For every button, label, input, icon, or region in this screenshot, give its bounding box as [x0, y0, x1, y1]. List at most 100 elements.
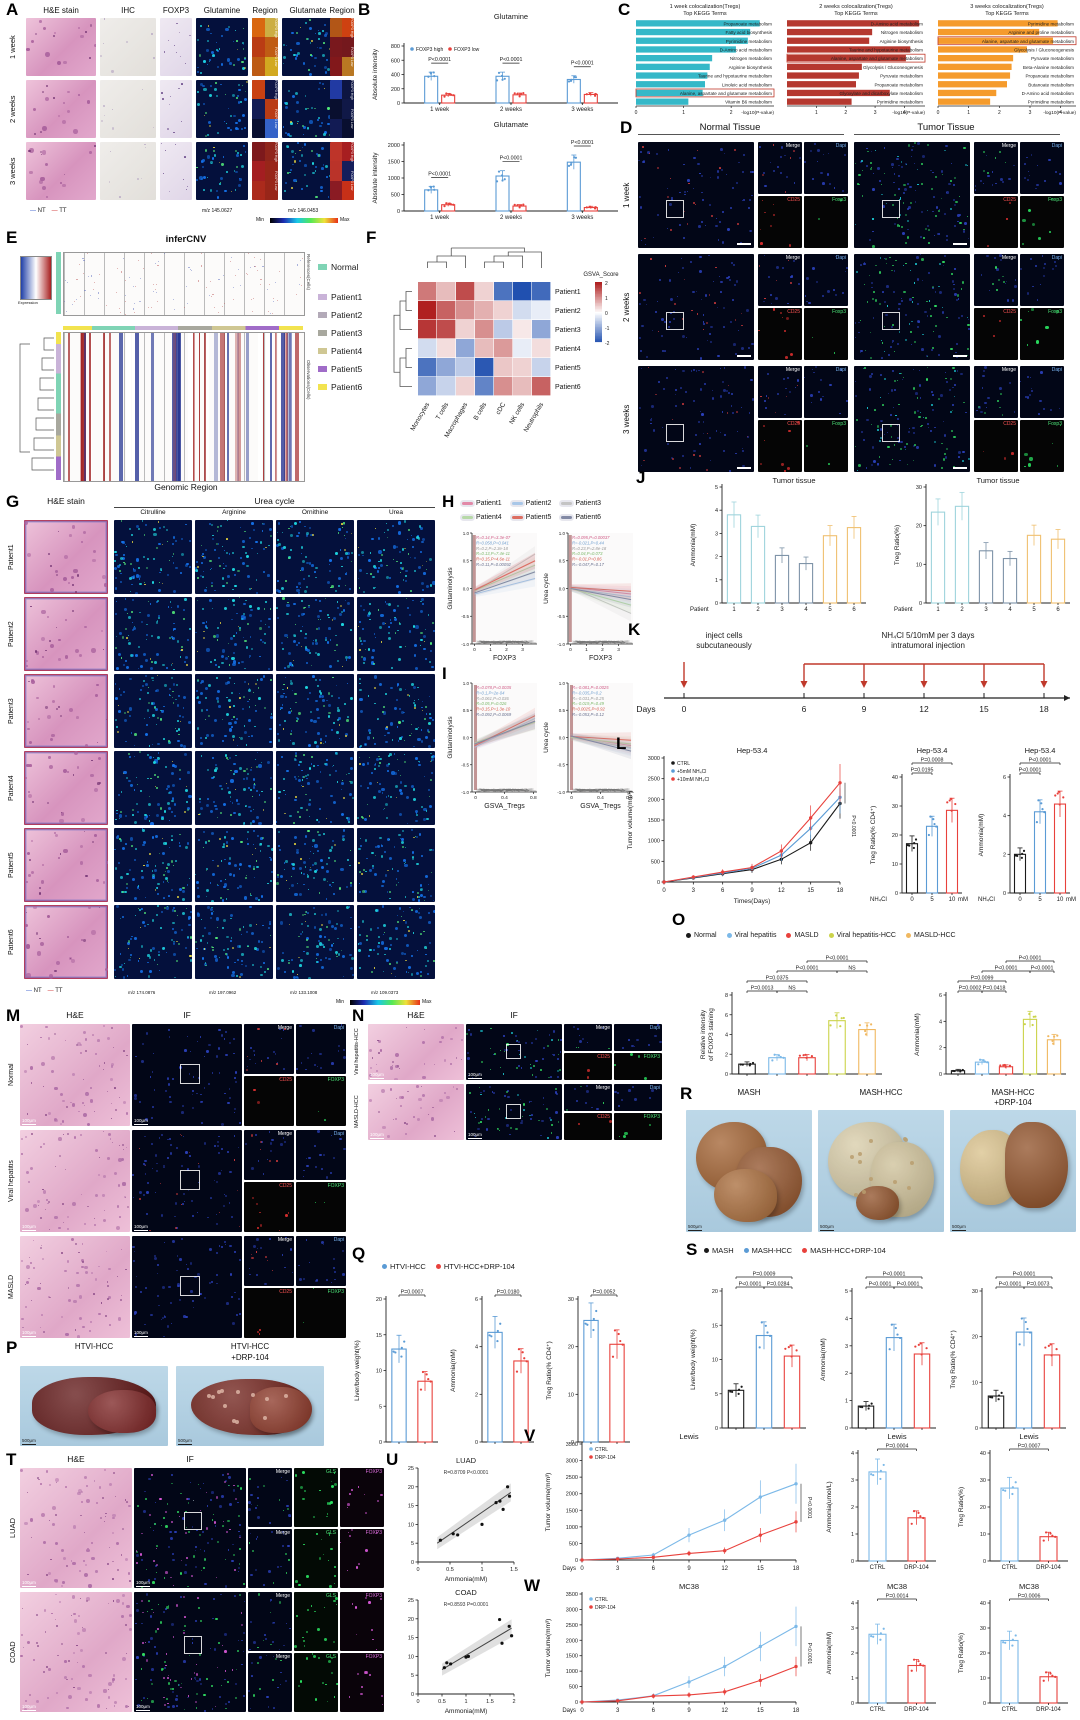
svg-text:Patient3: Patient3: [555, 327, 581, 334]
legend-swatch: [318, 384, 327, 390]
svg-text:D-Amino acid metabolism: D-Amino acid metabolism: [720, 47, 773, 52]
tile-label: FOXP3: [365, 1593, 382, 1599]
svg-text:2 weeks colocalization(Tregs): 2 weeks colocalization(Tregs): [819, 4, 893, 10]
tile-label: Merge: [785, 367, 800, 373]
svg-text:15: 15: [979, 704, 989, 714]
svg-text:Treg Ratio(% CD4⁺): Treg Ratio(% CD4⁺): [870, 806, 877, 864]
svg-text:CTRL: CTRL: [1002, 1707, 1018, 1713]
legend-item: Patient4: [462, 514, 502, 521]
svg-text:Hep-53.4: Hep-53.4: [1025, 746, 1056, 755]
chart-lewis-ammonia: Lewis Ammonia(umol/L) 0 1 2 3 4 CTRL DRP-104 P=0.…: [824, 1430, 944, 1574]
scale-bar-label: 100μm: [370, 1132, 384, 1139]
legend-label: MASLD-HCC: [913, 932, 956, 939]
svg-text:25: 25: [408, 1466, 414, 1472]
region-label: FOXP3 High: [350, 18, 354, 39]
svg-text:10: 10: [949, 897, 956, 903]
tile-label: CD25: [787, 421, 800, 427]
svg-text:2: 2: [505, 647, 508, 653]
row-label: Viral hepatitis-HCC: [354, 1028, 360, 1076]
panel-f: F Patient1 Patient2 Patient3 Patient4 Patien…: [366, 228, 630, 492]
svg-text:1: 1: [715, 578, 718, 584]
row-label: Patient6: [8, 929, 15, 955]
foxm-tile: FOXP3: [340, 1468, 384, 1527]
msi-tile: [195, 828, 273, 902]
legend-item: MASH: [704, 1246, 734, 1255]
legend-swatch: [435, 1264, 441, 1269]
svg-text:Tumor volume(mm³): Tumor volume(mm³): [545, 1473, 552, 1532]
grn-tile: FOXP3: [614, 1053, 662, 1080]
svg-text:12: 12: [778, 888, 785, 894]
chart-htvi-treg: Treg Ratio(% CD4⁺) 0 10 20 30 P=0.0052: [544, 1284, 638, 1450]
panel-t: T H&E IF LUAD 100μm 100μm Merge GLS FOXP3 Merge G…: [6, 1450, 384, 1716]
chart-mc38-ammonia: MC38 Ammonia(mM) 0 1 2 3 4 CTRL DRP-104 P=0.0014: [824, 1580, 944, 1716]
svg-text:1000: 1000: [566, 1525, 578, 1531]
svg-text:Glutaminolysis: Glutaminolysis: [447, 716, 454, 759]
svg-text:15: 15: [807, 888, 814, 894]
grn0-tile: Foxp3: [804, 420, 848, 472]
nt-tt-legend: — NT — TT: [30, 208, 67, 214]
panel-a: A H&E stain IHC FOXP3 Glutamine Region Glutam…: [6, 0, 358, 226]
svg-text:5: 5: [411, 1673, 414, 1679]
panel-s: S Liver/body weight(%) 0 5 10 15 20 P=0.0009 P<…: [686, 1240, 1080, 1438]
chart-lewis-volume: Lewis Tumor volume(mm³) 0 500 1000 1500 2000 25…: [542, 1430, 812, 1574]
svg-text:4: 4: [851, 1601, 854, 1607]
tile-label: Merge: [785, 143, 800, 149]
he-tile: [24, 520, 108, 594]
chart-hep534-ammonia: Hep-53.4 Ammonia(mM) 0 2 4 6 0 5 10 NH₄Cl mM P<0.00…: [976, 744, 1078, 906]
svg-text:1500: 1500: [388, 160, 400, 166]
svg-text:P=0.0180: P=0.0180: [497, 1290, 520, 1296]
svg-text:P<0.0001: P<0.0001: [850, 815, 856, 837]
svg-text:Arginine biosynthesis: Arginine biosynthesis: [729, 65, 773, 70]
legend-swatch: [318, 330, 327, 336]
svg-text:20: 20: [916, 524, 922, 530]
svg-text:GSVA_Score: GSVA_Score: [583, 272, 619, 278]
scale-bar: [953, 467, 967, 469]
msi-tile: [195, 674, 273, 748]
svg-text:0.5: 0.5: [463, 559, 470, 564]
svg-text:10: 10: [408, 1654, 414, 1660]
svg-text:6: 6: [939, 993, 942, 999]
ifT-tile: [854, 254, 970, 360]
msi-tile: [357, 674, 435, 748]
svg-text:1.0: 1.0: [463, 681, 470, 686]
svg-text:18: 18: [793, 1566, 800, 1572]
panel-d: D Normal Tissue Tumor Tissue 1 week Merge Da…: [620, 118, 1080, 472]
svg-text:R=0.13,P=7.4e-11: R=0.13,P=7.4e-11: [476, 551, 510, 556]
svg-text:10: 10: [972, 1380, 978, 1386]
svg-text:10: 10: [980, 1532, 986, 1538]
svg-text:2: 2: [851, 1651, 854, 1657]
svg-text:Top KEGG Terms: Top KEGG Terms: [683, 11, 727, 17]
svg-text:2: 2: [715, 555, 718, 561]
region-label: FOXP3 High: [274, 142, 278, 163]
svg-text:R=-0.081,P=0.0025: R=-0.081,P=0.0025: [572, 685, 609, 690]
panel-g: G H&E stain Urea cycle Citrulline Arginine O…: [6, 492, 440, 1008]
svg-text:2: 2: [960, 607, 964, 613]
ref-axis-label: References(Cells): [306, 254, 311, 291]
svg-text:R=-0.053,P=0.12: R=-0.053,P=0.12: [572, 712, 605, 717]
svg-text:P=0.0008: P=0.0008: [921, 758, 944, 764]
dapi-tile: Dapi: [614, 1084, 662, 1111]
svg-text:0: 0: [605, 311, 608, 317]
foxm-tile: FOXP3: [340, 1529, 384, 1588]
he-tile: [24, 674, 108, 748]
svg-text:1000: 1000: [388, 176, 400, 182]
tile-label: Dapi: [649, 1025, 660, 1031]
colorbar-caption: Expression: [18, 300, 38, 305]
svg-text:2000: 2000: [566, 1638, 578, 1644]
legend-item: Patient6: [561, 514, 601, 521]
svg-text:30: 30: [892, 804, 898, 810]
svg-text:Vitamin B6 metabolism: Vitamin B6 metabolism: [725, 100, 772, 105]
scale-bar-label: 100μm: [22, 1580, 36, 1587]
photo-title: MASH-HCC: [991, 1088, 1035, 1097]
svg-text:4: 4: [475, 1345, 478, 1351]
chart-coad-correlation: COAD R=0.8593 P=0.0001 0 5 10 15 20 25 0 0.5 1 1.5 2…: [388, 1586, 520, 1716]
svg-text:4: 4: [804, 607, 808, 613]
svg-text:R=0.061,P=0.036: R=0.061,P=0.036: [476, 696, 510, 701]
chart-mash-liver: Liver/body weight(%) 0 5 10 15 20 P=0.0009 P<0.…: [688, 1266, 814, 1436]
region-label: FOXP3 High: [274, 18, 278, 39]
svg-text:P=0.0418: P=0.0418: [983, 986, 1006, 992]
panel-f-label: F: [366, 228, 377, 247]
svg-text:6: 6: [852, 607, 856, 613]
svg-text:500: 500: [569, 1685, 578, 1691]
